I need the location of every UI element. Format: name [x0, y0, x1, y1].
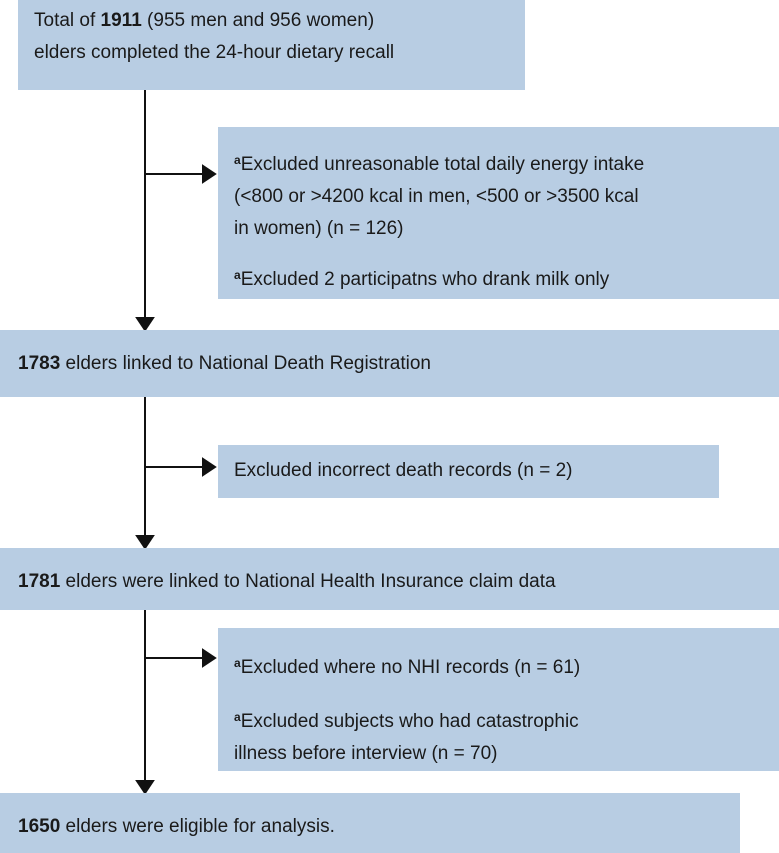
step-box: 1781 elders were linked to National Heal…: [0, 548, 779, 610]
exclusion-item: aExcluded unreasonable total daily energ…: [234, 144, 779, 245]
exclusion-box: aExcluded where no NHI records (n = 61) a…: [218, 628, 779, 771]
arrowhead: [202, 164, 217, 184]
footnote-marker: a: [234, 656, 241, 670]
text: elders were linked to National Health In…: [60, 571, 556, 592]
arrowhead: [202, 457, 217, 477]
text: Excluded subjects who had catastrophic: [240, 711, 579, 732]
count: 1781: [18, 571, 61, 592]
text-line: Excluded incorrect death records (n = 2): [234, 455, 719, 487]
arrowhead: [135, 780, 155, 795]
text: Excluded 2 participatns who drank milk o…: [240, 269, 610, 290]
count: 1650: [18, 816, 61, 837]
exclusion-box: aExcluded unreasonable total daily energ…: [218, 127, 779, 299]
text: Excluded incorrect death records (n = 2): [234, 460, 573, 481]
text: elders were eligible for analysis.: [60, 816, 335, 837]
text: illness before interview (n = 70): [234, 743, 498, 764]
text-line: 1783 elders linked to National Death Reg…: [18, 348, 779, 380]
exclusion-item: aExcluded subjects who had catastrophic i…: [234, 701, 779, 770]
footnote-marker: a: [234, 153, 241, 167]
exclusion-item: aExcluded where no NHI records (n = 61): [234, 647, 779, 684]
step-box: 1783 elders linked to National Death Reg…: [0, 330, 779, 397]
text-line: 1781 elders were linked to National Heal…: [18, 566, 779, 598]
text-line: aExcluded unreasonable total daily energ…: [234, 144, 779, 181]
text-line: (<800 or >4200 kcal in men, <500 or >350…: [234, 181, 779, 213]
text-line: elders completed the 24-hour dietary rec…: [34, 37, 525, 69]
step-box: Total of 1911 (955 men and 956 women) eld…: [18, 0, 525, 90]
arrowhead: [135, 317, 155, 332]
text-line: illness before interview (n = 70): [234, 738, 779, 770]
footnote-marker: a: [234, 268, 241, 282]
count: 1783: [18, 353, 61, 374]
footnote-marker: a: [234, 710, 241, 724]
text-line: Total of 1911 (955 men and 956 women): [34, 5, 525, 37]
text: elders linked to National Death Registra…: [60, 353, 431, 374]
exclusion-box: Excluded incorrect death records (n = 2): [218, 445, 719, 498]
text: (<800 or >4200 kcal in men, <500 or >350…: [234, 186, 639, 207]
text-line: aExcluded where no NHI records (n = 61): [234, 647, 779, 684]
text-line: 1650 elders were eligible for analysis.: [18, 811, 740, 843]
text: (955 men and 956 women): [141, 10, 375, 31]
exclusion-item: aExcluded 2 participatns who drank milk …: [234, 259, 779, 296]
step-box: 1650 elders were eligible for analysis.: [0, 793, 740, 853]
text: elders completed the 24-hour dietary rec…: [34, 42, 395, 63]
text-line: in women) (n = 126): [234, 213, 779, 245]
arrowhead: [135, 535, 155, 550]
text-line: aExcluded subjects who had catastrophic: [234, 701, 779, 738]
exclusion-item: Excluded incorrect death records (n = 2): [234, 455, 719, 487]
text-line: aExcluded 2 participatns who drank milk …: [234, 259, 779, 296]
text: Total of: [34, 10, 101, 31]
count: 1911: [100, 10, 142, 31]
text: in women) (n = 126): [234, 218, 404, 239]
text: Excluded where no NHI records (n = 61): [240, 657, 581, 678]
text: Excluded unreasonable total daily energy…: [240, 154, 645, 175]
arrowhead: [202, 648, 217, 668]
